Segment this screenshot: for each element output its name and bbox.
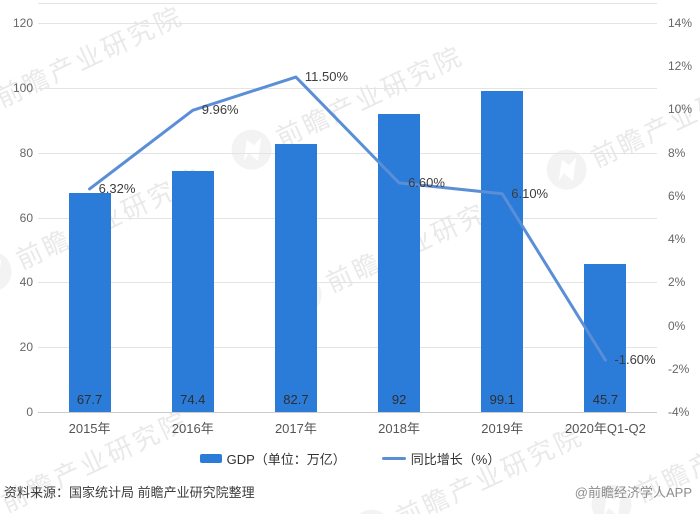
line-value-label: 9.96% [201,102,239,118]
right-axis-tick: 6% [668,188,686,203]
legend-item-gdp[interactable]: GDP（单位：万亿） [199,449,346,468]
gridline [38,23,657,24]
watermark-logo-icon [231,129,272,170]
gdp-bar [68,192,111,412]
left-axis-tick: 80 [19,145,33,160]
line-value-label: 11.50% [304,69,349,85]
x-axis-label: 2017年 [274,421,317,436]
bar-value-label: 67.7 [76,392,103,407]
right-axis-tick: -2% [668,361,690,376]
line-value-label: 6.32% [98,180,136,196]
x-axis-label: 2018年 [378,421,421,436]
x-axis-label: 2019年 [481,421,524,436]
footer: 资料来源：国家统计局 前瞻产业研究院整理 @前瞻经济学人APP [0,482,700,501]
right-axis-tick: 2% [668,275,686,290]
right-axis-tick: 10% [668,102,693,117]
legend-label-gdp: GDP（单位：万亿） [226,452,346,467]
x-axis-line [38,412,657,413]
left-axis-tick: 100 [12,80,33,95]
right-axis-tick: -4% [668,405,690,419]
gdp-bar [584,263,627,412]
line-value-label: 6.10% [511,185,549,201]
bar-value-label: 45.7 [592,392,619,407]
legend-label-growth: 同比增长（%） [410,452,501,467]
app-credit: @前瞻经济学人APP [574,485,692,500]
gridline [38,282,657,284]
gridline [38,152,657,154]
legend-item-growth[interactable]: 同比增长（%） [381,449,501,468]
gdp-bar [378,113,421,412]
right-axis-tick: 14% [668,16,693,30]
gridline [38,87,657,89]
left-axis-tick: 60 [19,210,33,225]
right-axis-tick: 0% [668,318,686,333]
watermark-text: 前瞻产业研究院 [271,39,468,153]
bar-value-label: 92 [391,392,407,407]
bar-value-label: 74.4 [180,392,206,407]
left-axis-tick: 0 [26,405,33,419]
right-axis-tick: 8% [668,145,686,160]
watermark-logo-icon [351,509,392,514]
plot-top-border [38,3,657,4]
bar-series-swatch-icon [199,454,222,463]
x-axis-label: 2016年 [171,421,214,436]
gdp-bar [481,90,524,412]
bar-value-label: 99.1 [489,392,515,407]
left-axis-tick: 120 [12,16,33,30]
line-value-label: -1.60% [614,352,656,368]
left-axis-tick: 20 [19,340,33,355]
right-axis-tick: 12% [668,59,693,74]
gridline [38,217,657,219]
bar-value-label: 82.7 [283,392,309,407]
x-axis-label: 2020年Q1-Q2 [564,421,646,436]
line-series-swatch-icon [381,457,406,460]
left-axis-tick: 40 [19,275,33,290]
gdp-bar [274,143,317,412]
legend: GDP（单位：万亿） 同比增长（%） [0,449,700,468]
line-value-label: 6.60% [408,174,445,190]
source-note: 资料来源：国家统计局 前瞻产业研究院整理 [4,485,255,500]
gdp-bar [171,170,214,412]
brand-watermark: 前瞻产业研究院 [540,54,700,196]
x-axis-label: 2015年 [68,421,111,436]
brand-watermark: 前瞻产业研究院 [225,34,469,176]
right-axis-tick: 4% [668,232,686,247]
gridline [38,347,657,349]
